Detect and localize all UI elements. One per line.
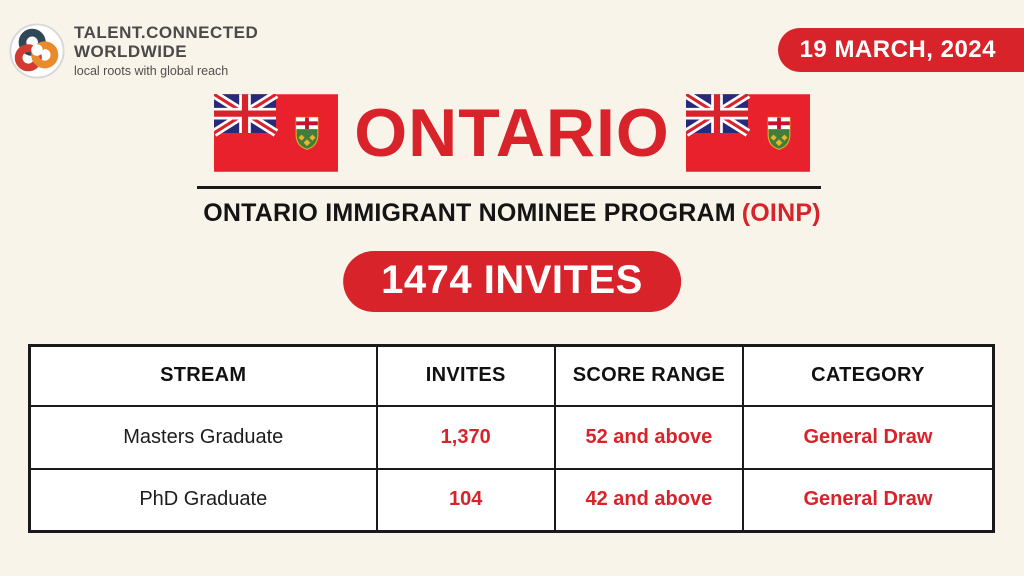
column-header-stream: STREAM <box>28 344 378 407</box>
invites-cell: 104 <box>375 467 556 533</box>
ontario-flag-icon <box>214 94 339 172</box>
brand-name-line2: WORLDWIDE <box>74 42 188 61</box>
category-cell: General Draw <box>741 404 995 470</box>
score-range-cell: 42 and above <box>553 467 744 533</box>
invites-cell: 1,370 <box>375 404 556 470</box>
brand-logo: TALENT.CONNECTED WORLDWIDE local roots w… <box>8 22 258 80</box>
draw-results-table: STREAM INVITES SCORE RANGE CATEGORY Mast… <box>28 344 995 533</box>
table-row: PhD Graduate 104 42 and above General Dr… <box>28 467 995 533</box>
title-row: ONTARIO <box>0 94 1024 172</box>
brand-tagline: local roots with global reach <box>74 63 229 78</box>
globe-swirl-logo-icon <box>9 23 65 79</box>
category-cell: General Draw <box>741 467 995 533</box>
column-header-score-range: SCORE RANGE <box>553 344 744 407</box>
province-title: ONTARIO <box>354 95 670 171</box>
date-badge: 19 MARCH, 2024 <box>777 28 1024 72</box>
stream-cell: PhD Graduate <box>28 467 378 533</box>
column-header-category: CATEGORY <box>741 344 995 407</box>
brand-name-line1: TALENT.CONNECTED <box>74 23 259 43</box>
table-header-row: STREAM INVITES SCORE RANGE CATEGORY <box>28 344 995 407</box>
invites-total-badge: 1474 INVITES <box>343 251 681 312</box>
ontario-flag-icon <box>685 94 810 172</box>
stream-cell: Masters Graduate <box>28 404 378 470</box>
program-abbr: (OINP) <box>741 199 821 227</box>
table-row: Masters Graduate 1,370 52 and above Gene… <box>28 404 995 470</box>
column-header-invites: INVITES <box>375 344 556 407</box>
score-range-cell: 52 and above <box>553 404 744 470</box>
program-subtitle: ONTARIO IMMIGRANT NOMINEE PROGRAM (OINP) <box>0 199 1024 228</box>
title-divider <box>197 186 821 189</box>
brand-logo-text: TALENT.CONNECTED WORLDWIDE local roots w… <box>74 23 259 78</box>
program-name: ONTARIO IMMIGRANT NOMINEE PROGRAM <box>203 199 736 227</box>
